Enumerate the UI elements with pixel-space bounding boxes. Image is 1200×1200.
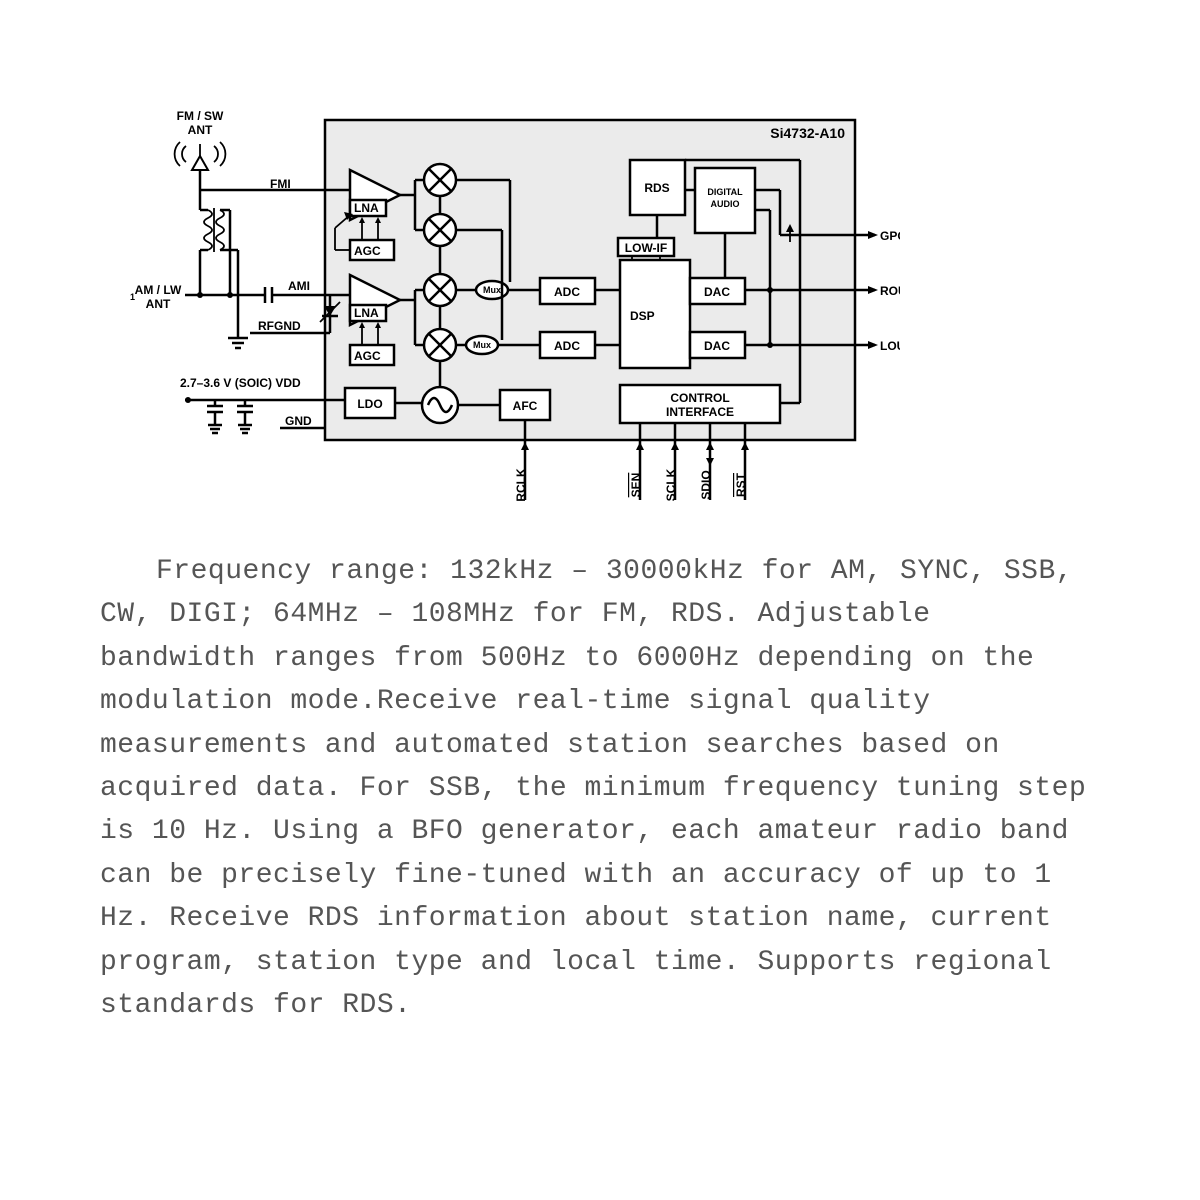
dac1-label: DAC — [704, 285, 730, 299]
description-text: Frequency range: 132kHz – 30000kHz for A… — [100, 556, 1086, 1021]
fm-sw-ant-label1: FM / SW — [177, 109, 224, 123]
ami-label: AMI — [288, 279, 310, 293]
rfgnd-label: RFGND — [258, 319, 301, 333]
afc-label: AFC — [513, 399, 538, 413]
capacitor-icon — [265, 287, 272, 303]
svg-text:SCLK: SCLK — [664, 468, 678, 501]
gnd-label: GND — [285, 414, 312, 428]
am-lw-label2: ANT — [146, 297, 171, 311]
agc1-label: AGC — [354, 244, 381, 258]
digaud-l2: AUDIO — [711, 199, 740, 209]
transformer-icon — [204, 208, 224, 252]
antenna-icon — [175, 142, 226, 170]
digaud-l1: DIGITAL — [707, 187, 743, 197]
dac2-label: DAC — [704, 339, 730, 353]
svg-text:SDIO: SDIO — [699, 470, 713, 499]
vdd-label: 2.7–3.6 V (SOIC) VDD — [180, 376, 301, 390]
rout-label: ROUT/DOUT — [880, 284, 900, 298]
lna1-label: LNA — [354, 201, 379, 215]
gpo-label: GPO/DCLK — [880, 229, 900, 243]
dsp-label: DSP — [630, 309, 655, 323]
lout-label: LOUT/DFS — [880, 339, 900, 353]
svg-text:SEN: SEN — [629, 473, 643, 498]
svg-text:Mux: Mux — [473, 340, 491, 350]
rclk-label: RCLK — [514, 468, 528, 502]
rds-label: RDS — [644, 181, 669, 195]
svg-text:Mux: Mux — [483, 285, 501, 295]
agc2-label: AGC — [354, 349, 381, 363]
ctrl-l2: INTERFACE — [666, 405, 734, 419]
adc2-label: ADC — [554, 339, 580, 353]
ctrl-l1: CONTROL — [670, 391, 729, 405]
svg-text:RST: RST — [734, 472, 748, 497]
ldo-label: LDO — [357, 397, 382, 411]
cap-pair-icon — [207, 400, 253, 433]
chip-title: Si4732-A10 — [770, 125, 845, 141]
svg-text:1: 1 — [130, 292, 135, 302]
adc1-label: ADC — [554, 285, 580, 299]
lna2-label: LNA — [354, 306, 379, 320]
description-paragraph: Frequency range: 132kHz – 30000kHz for A… — [100, 550, 1100, 1027]
lowif-label: LOW-IF — [625, 241, 667, 255]
fm-sw-ant-label2: ANT — [188, 123, 213, 137]
am-lw-label1: AM / LW — [135, 283, 182, 297]
block-diagram: Si4732-A10 FM / SW ANT FMI — [120, 90, 900, 520]
ground-icon — [228, 330, 248, 348]
